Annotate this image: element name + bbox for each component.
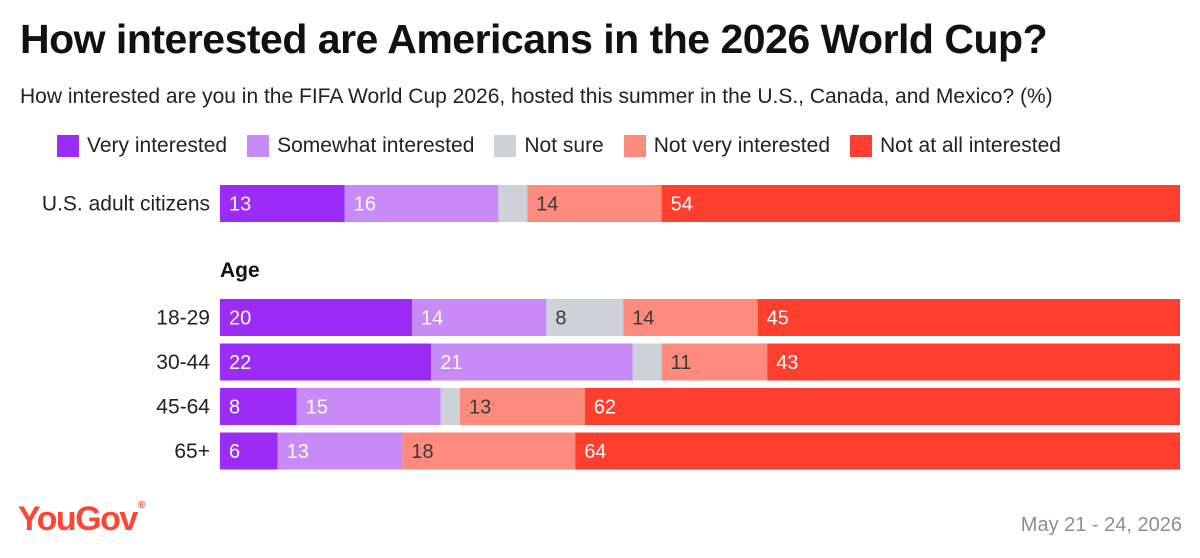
chart-subtitle: How interested are you in the FIFA World… — [20, 85, 1053, 108]
bar-segment-not-very-interested — [527, 185, 662, 222]
bar-segment-not-very-interested — [402, 432, 576, 470]
data-label-very-interested: 13 — [229, 194, 251, 216]
chart-title: How interested are Americans in the 2026… — [20, 16, 1048, 62]
legend-item-somewhat-interested: Somewhat interested — [247, 134, 474, 158]
bar-row-65: 65+ 6 13 18 64 — [174, 432, 1180, 470]
data-label-not-at-all-interested: 54 — [671, 194, 693, 216]
data-label-very-interested: 6 — [229, 441, 240, 463]
data-label-not-very-interested: 14 — [536, 194, 558, 216]
bar-segment-somewhat-interested — [296, 388, 441, 425]
data-label-not-sure: 8 — [555, 308, 566, 330]
yougov-logo: YouGov® — [18, 500, 145, 539]
group-label-age: Age — [220, 259, 260, 282]
category-label: 45-64 — [156, 396, 210, 419]
bar-row-45-64: 45-64 8 15 13 62 — [156, 388, 1180, 425]
bar-segment-very-interested — [220, 343, 432, 381]
legend-label: Not at all interested — [880, 134, 1061, 157]
legend-item-not-very-interested: Not very interested — [623, 134, 830, 158]
data-label-not-very-interested: 13 — [469, 397, 491, 419]
bar-segment-somewhat-interested — [344, 185, 499, 222]
bar-segment-not-sure — [498, 185, 528, 222]
data-label-very-interested: 8 — [229, 397, 240, 419]
category-label: 18-29 — [156, 307, 210, 330]
registered-mark: ® — [137, 500, 146, 511]
data-label-not-very-interested: 18 — [411, 441, 433, 463]
bar-segment-not-at-all-interested — [767, 343, 1180, 381]
stacked-bar-chart: U.S. adult citizens 13 16 14 54 Age 18-29 20 14 8… — [42, 185, 1180, 470]
legend-item-not-at-all-interested: Not at all interested — [850, 134, 1061, 158]
data-label-not-at-all-interested: 43 — [776, 352, 798, 374]
bar-segment-not-at-all-interested — [661, 185, 1180, 222]
data-label-somewhat-interested: 21 — [440, 352, 462, 374]
bar-segment-not-at-all-interested — [584, 388, 1180, 425]
bar-segment-not-very-interested — [623, 299, 758, 336]
legend-label: Somewhat interested — [277, 134, 475, 157]
category-label: 30-44 — [156, 351, 210, 374]
data-label-very-interested: 20 — [229, 308, 251, 330]
bar-row-30-44: 30-44 22 21 11 43 — [156, 343, 1180, 381]
legend-swatch — [494, 135, 517, 157]
bar-segment-very-interested — [220, 299, 412, 336]
category-label: 65+ — [174, 440, 210, 463]
data-label-somewhat-interested: 13 — [287, 441, 309, 463]
data-label-not-at-all-interested: 45 — [767, 308, 789, 330]
bar-segment-not-at-all-interested — [757, 299, 1180, 336]
bar-segment-somewhat-interested — [277, 432, 403, 470]
bar-segment-not-very-interested — [661, 343, 768, 381]
legend-swatch — [57, 135, 79, 157]
data-label-not-very-interested: 14 — [632, 308, 654, 330]
data-label-not-at-all-interested: 64 — [584, 441, 606, 463]
bar-segment-not-sure — [546, 299, 624, 336]
bar-segment-somewhat-interested — [412, 299, 547, 336]
legend-label: Not very interested — [653, 134, 830, 157]
legend-swatch — [623, 135, 646, 157]
data-label-somewhat-interested: 14 — [421, 308, 443, 330]
legend: Very interested Somewhat interested Not su… — [57, 133, 1081, 159]
bar-segment-very-interested — [220, 432, 278, 470]
bar-segment-not-at-all-interested — [575, 432, 1180, 470]
legend-label: Very interested — [87, 134, 228, 157]
data-label-somewhat-interested: 15 — [306, 397, 328, 419]
survey-date: May 21 - 24, 2026 — [1020, 514, 1182, 536]
bar-segment-somewhat-interested — [431, 343, 633, 381]
bar-segment-very-interested — [220, 185, 345, 222]
bar-segment-not-very-interested — [460, 388, 585, 425]
bar-segment-not-sure — [632, 343, 662, 381]
category-label: U.S. adult citizens — [42, 193, 210, 216]
legend-swatch — [247, 135, 270, 157]
bar-row-18-29: 18-29 20 14 8 14 45 — [156, 299, 1180, 336]
legend-label: Not sure — [524, 134, 604, 157]
legend-item-not-sure: Not sure — [494, 134, 604, 158]
data-label-not-very-interested: 11 — [671, 352, 692, 374]
data-label-not-at-all-interested: 62 — [594, 397, 616, 419]
bar-segment-not-sure — [440, 388, 460, 425]
logo-text: YouGov — [18, 500, 138, 538]
data-label-somewhat-interested: 16 — [354, 194, 376, 216]
legend-item-very-interested: Very interested — [57, 134, 227, 158]
data-label-very-interested: 22 — [229, 352, 251, 374]
bar-segment-very-interested — [220, 388, 297, 425]
bar-row-u-s-adult-citizens: U.S. adult citizens 13 16 14 54 — [42, 185, 1180, 222]
legend-swatch — [850, 135, 872, 157]
